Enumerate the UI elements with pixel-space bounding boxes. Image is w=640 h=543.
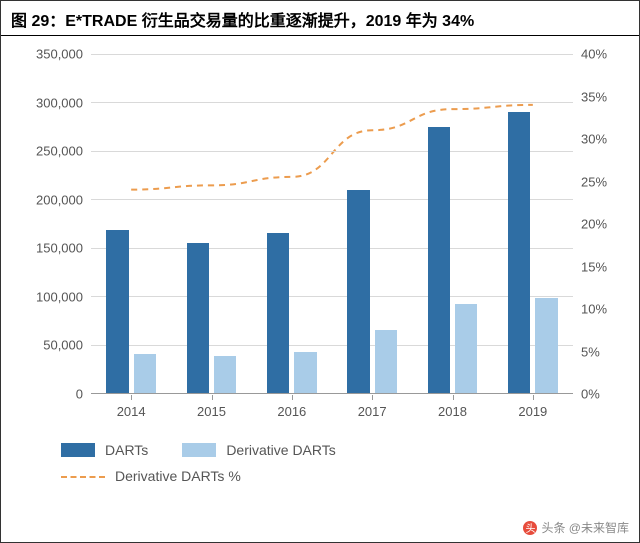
x-tick-label: 2017 bbox=[358, 404, 387, 419]
x-tick bbox=[212, 395, 213, 400]
y-right-tick-label: 40% bbox=[577, 47, 621, 62]
x-tick bbox=[372, 395, 373, 400]
y-left-tick-label: 350,000 bbox=[19, 47, 87, 62]
figure-container: 图 29：E*TRADE 衍生品交易量的比重逐渐提升，2019 年为 34% 0… bbox=[0, 0, 640, 543]
x-tick-label: 2016 bbox=[277, 404, 306, 419]
gridline bbox=[91, 248, 573, 249]
y-left-tick-label: 250,000 bbox=[19, 144, 87, 159]
y-right-tick-label: 15% bbox=[577, 259, 621, 274]
legend-item-derivative-darts: Derivative DARTs bbox=[182, 442, 335, 458]
bar-derivative-darts bbox=[134, 354, 156, 393]
legend-item-darts: DARTs bbox=[61, 442, 148, 458]
bar-darts bbox=[267, 233, 289, 393]
gridline bbox=[91, 199, 573, 200]
y-right-tick-label: 30% bbox=[577, 132, 621, 147]
gridline bbox=[91, 345, 573, 346]
line-layer bbox=[91, 54, 573, 393]
bar-darts bbox=[347, 190, 369, 393]
y-right-tick-label: 0% bbox=[577, 387, 621, 402]
y-left-tick-label: 300,000 bbox=[19, 95, 87, 110]
y-left-tick-label: 150,000 bbox=[19, 241, 87, 256]
watermark: 头 头条 @未来智库 bbox=[523, 519, 629, 536]
legend-label: Derivative DARTs % bbox=[115, 468, 241, 484]
y-right-tick-label: 25% bbox=[577, 174, 621, 189]
watermark-text: 头条 @未来智库 bbox=[541, 519, 629, 536]
bar-darts bbox=[106, 230, 128, 393]
x-tick bbox=[453, 395, 454, 400]
gridline bbox=[91, 296, 573, 297]
gridline bbox=[91, 151, 573, 152]
legend-label: DARTs bbox=[105, 442, 148, 458]
chart-area: 0 50,000 100,000 150,000 200,000 250,000 300,0… bbox=[19, 54, 621, 424]
legend: DARTs Derivative DARTs Derivative DARTs … bbox=[61, 442, 619, 484]
x-tick bbox=[292, 395, 293, 400]
bar-derivative-darts bbox=[455, 304, 477, 393]
plot-region bbox=[91, 54, 573, 394]
bar-derivative-darts bbox=[214, 356, 236, 393]
x-tick-label: 2015 bbox=[197, 404, 226, 419]
y-right-tick-label: 35% bbox=[577, 89, 621, 104]
y-right-tick-label: 10% bbox=[577, 302, 621, 317]
y-left-tick-label: 0 bbox=[19, 387, 87, 402]
y-right-axis-labels: 0%5%10%15%20%25%30%35%40% bbox=[577, 54, 621, 394]
x-tick bbox=[533, 395, 534, 400]
x-tick bbox=[131, 395, 132, 400]
line-derivative-darts-% bbox=[131, 105, 533, 190]
bar-derivative-darts bbox=[375, 330, 397, 393]
y-left-tick-label: 200,000 bbox=[19, 192, 87, 207]
gridline bbox=[91, 54, 573, 55]
bar-derivative-darts bbox=[294, 352, 316, 393]
bar-derivative-darts bbox=[535, 298, 557, 393]
legend-swatch-line bbox=[61, 469, 105, 483]
watermark-icon: 头 bbox=[523, 521, 537, 535]
bar-darts bbox=[428, 127, 450, 393]
x-tick-label: 2014 bbox=[117, 404, 146, 419]
legend-item-derivative-pct: Derivative DARTs % bbox=[61, 468, 241, 484]
gridline bbox=[91, 102, 573, 103]
y-right-tick-label: 20% bbox=[577, 217, 621, 232]
y-right-tick-label: 5% bbox=[577, 344, 621, 359]
legend-label: Derivative DARTs bbox=[226, 442, 335, 458]
bar-darts bbox=[187, 243, 209, 393]
legend-swatch bbox=[61, 443, 95, 457]
chart-title: 图 29：E*TRADE 衍生品交易量的比重逐渐提升，2019 年为 34% bbox=[1, 1, 639, 36]
y-left-tick-label: 100,000 bbox=[19, 289, 87, 304]
y-left-axis-labels: 050,000100,000150,000200,000250,000300,0… bbox=[19, 54, 87, 394]
legend-swatch bbox=[182, 443, 216, 457]
y-left-tick-label: 50,000 bbox=[19, 338, 87, 353]
x-axis-labels: 2014 2015 2016 2017 2018 2019 bbox=[91, 400, 573, 424]
x-tick-label: 2019 bbox=[518, 404, 547, 419]
bar-darts bbox=[508, 112, 530, 393]
x-tick-label: 2018 bbox=[438, 404, 467, 419]
